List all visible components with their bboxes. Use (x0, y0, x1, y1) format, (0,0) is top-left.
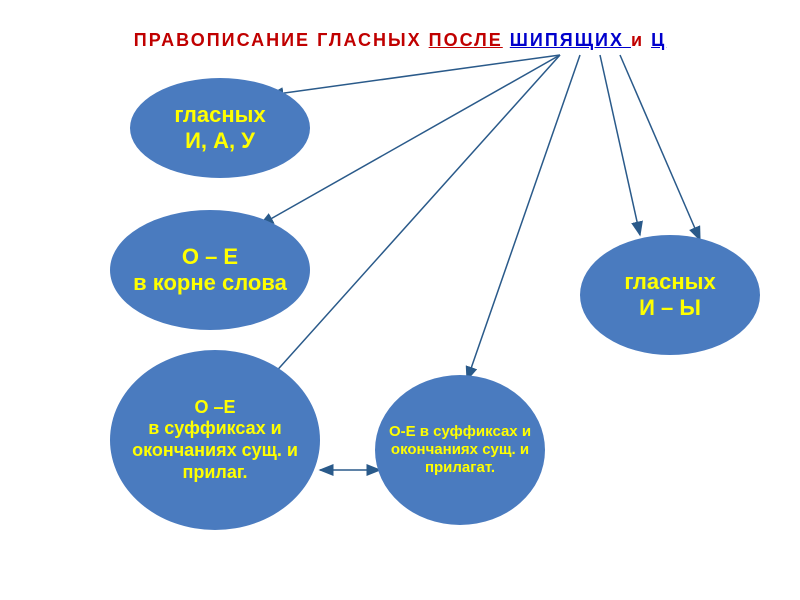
edge-5 (620, 55, 700, 240)
diagram-canvas: { "title": { "parts": [ { "text": "ПРАВО… (0, 0, 800, 600)
page-title: ПРАВОПИСАНИЕ ГЛАСНЫХ ПОСЛЕ ШИПЯЩИХ и Ц (0, 30, 800, 51)
edge-3 (467, 55, 580, 380)
edge-4 (600, 55, 640, 235)
edge-0 (270, 55, 560, 95)
node-n3: О –Ев суффиксах и окончаниях сущ. и прил… (110, 350, 320, 530)
node-n2: О – Ев корне слова (110, 210, 310, 330)
node-n5: гласныхИ – Ы (580, 235, 760, 355)
node-n1: гласныхИ, А, У (130, 78, 310, 178)
node-n4: О-Е в суффиксах и окончаниях сущ. и прил… (375, 375, 545, 525)
